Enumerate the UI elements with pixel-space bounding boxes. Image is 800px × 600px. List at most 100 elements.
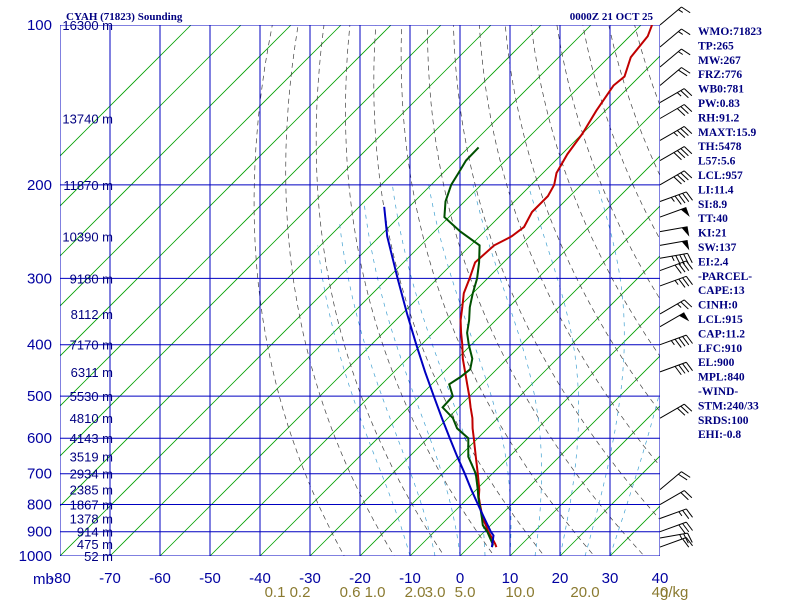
wind-barb [659,508,693,519]
barb-feather [678,364,686,374]
mixing-ratio-label: 20.0 [570,584,599,600]
background-grid [60,25,660,556]
isotherm [60,25,592,556]
mixing-ratio-label: 0.6 [340,584,361,600]
wind-barb [659,191,693,205]
barb-feather [680,172,689,181]
index-item: TH:5478 [698,141,742,153]
barb-feather [676,130,686,139]
isotherm [109,25,642,556]
barb-staff [659,67,682,86]
wind-barb [659,334,693,348]
chart-title: CYAH (71823) Sounding [66,11,183,23]
barb-staff [659,299,685,315]
barb-feather [683,490,693,499]
wind-barb [659,299,693,315]
temperature-tick-label: 30 [602,570,619,587]
height-label: 16300 m [62,18,113,33]
moist-adiabat [363,201,461,556]
barb-feather [682,262,690,271]
barb-feather [683,126,693,135]
pressure-tick-label: 600 [27,430,52,447]
barb-feather [676,150,686,159]
height-label: 6311 m [71,365,113,380]
wind-barb [659,275,693,288]
wind-barb [659,403,693,419]
mixing-ratio-label: 1.0 [365,584,386,600]
wind-barb [659,88,693,104]
index-item: LCL:915 [698,314,743,326]
barb-half-feather [676,92,682,97]
dry-adiabat [453,25,660,521]
pressure-tick-label: 800 [27,497,52,514]
pressure-tick-label: 1000 [19,548,52,565]
isotherm [209,105,660,556]
barb-staff [659,252,688,259]
barb-staff [659,532,688,539]
barb-feather [687,532,693,543]
barb-feather [674,366,682,376]
barb-feather [674,264,682,274]
dry-adiabat [504,25,660,413]
barb-staff [659,191,687,202]
index-item: KI:21 [698,228,727,240]
wind-barb [659,126,693,141]
barb-feather [682,277,690,287]
barb-feather [681,48,691,56]
wind-barb [659,28,691,48]
index-item: SI:8.9 [698,199,727,211]
pressure-tick-label: 200 [27,177,52,194]
index-item: MAXT:15.9 [698,127,756,139]
wind-barb [659,471,691,491]
index-item: PW:0.83 [698,98,740,110]
barb-flag [680,207,690,217]
index-item: -PARCEL- [698,271,752,283]
isotherm [60,25,542,507]
wind-barb [659,252,693,266]
barb-staff [659,403,685,419]
dry-adiabat [478,25,660,467]
isotherm [60,25,392,357]
barb-feather [683,146,693,155]
temperature-tick-label: -50 [199,570,221,587]
y-unit-label: mb [33,571,54,588]
isotherm [60,25,342,307]
index-item: SRDS:100 [698,415,749,427]
barb-feather [685,361,693,371]
temperature-tick-label: -40 [249,570,271,587]
mixing-ratio-unit: g/kg [660,584,688,600]
barb-feather [678,337,686,347]
wind-barb [659,239,690,251]
height-label: 2385 m [70,483,113,498]
height-label: 3519 m [70,450,113,465]
barb-feather [683,88,693,97]
index-item: L57:5.6 [698,156,736,168]
mixing-ratio-label: 5.0 [455,584,476,600]
wind-barb [659,490,693,505]
barb-feather [685,537,693,547]
height-label: 11870 m [63,178,113,193]
barb-staff [659,521,687,533]
barb-feather [685,334,693,344]
barb-half-feather [678,51,684,55]
temperature-tick-label: -10 [399,570,421,587]
dry-adiabat [427,25,645,556]
mixing-ratio-label: 2.0 [405,584,426,600]
isotherm [60,25,192,157]
barb-half-feather [670,340,675,346]
index-item: FRZ:776 [698,69,742,81]
index-item: MPL:840 [698,372,745,384]
indices-panel: WMO:71823 TP:265 MW:267 FRZ:776 WB0:781 PW:0.… [698,26,762,441]
pressure-axis-labels: 100 200 300 400 500 600 700 800 900 1000 [19,17,52,565]
pressure-tick-label: 900 [27,524,52,541]
temperature-tick-label: -80 [49,570,71,587]
barb-feather [682,523,690,533]
moist-adiabat [339,221,436,556]
height-label: 914 m [77,525,113,540]
wind-barb [659,207,690,218]
barb-staff [659,28,682,48]
barb-feather [683,170,693,179]
barb-staff [659,146,685,161]
barb-staff [659,126,685,141]
